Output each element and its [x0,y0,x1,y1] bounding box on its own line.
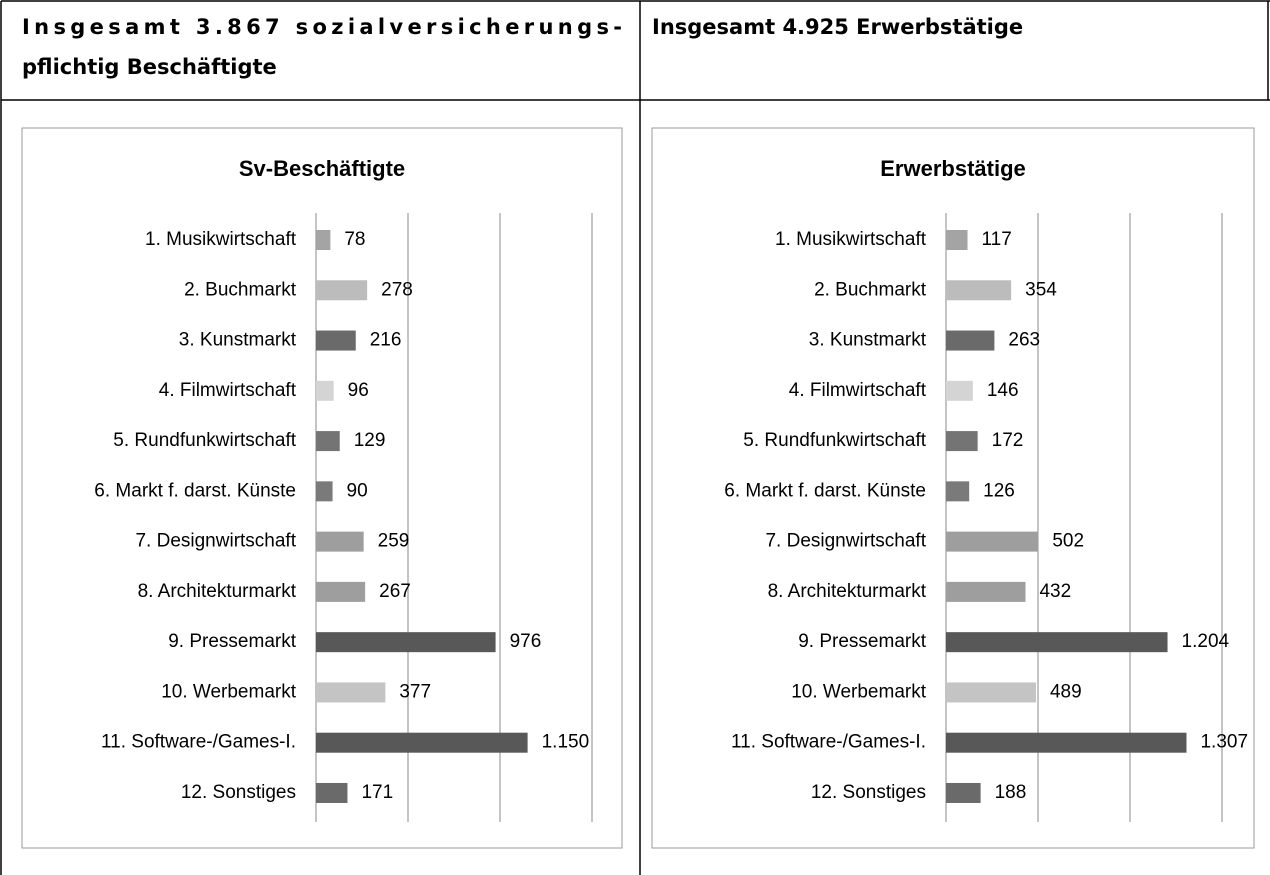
category-label: 12. Sonstiges [181,782,296,803]
bar [316,280,368,301]
bar [316,481,333,502]
value-label: 1.204 [1182,631,1230,652]
value-label: 188 [995,782,1027,803]
bar [316,380,334,401]
bar [946,732,1187,753]
value-label: 90 [347,480,368,501]
bar [316,632,496,653]
value-label: 976 [510,631,542,652]
value-label: 263 [1008,330,1040,351]
category-label: 3. Kunstmarkt [179,330,297,351]
bar [316,782,348,803]
chart-title: Sv-Beschäftigte [239,156,405,181]
value-label: 1.150 [542,732,590,753]
bar [946,682,1036,703]
category-label: 10. Werbemarkt [791,681,927,702]
category-label: 2. Buchmarkt [814,279,927,300]
category-label: 9. Pressemarkt [168,631,296,652]
chart-frame [21,127,623,849]
chart-title: Erwerbstätige [880,156,1026,181]
header-right-line: Insgesamt 4.925 Erwerbstätige [652,15,1023,39]
category-label: 9. Pressemarkt [798,631,926,652]
bar [316,230,331,250]
value-label: 502 [1052,531,1084,552]
category-label: 5. Rundfunkwirtschaft [113,430,296,451]
value-label: 432 [1039,581,1071,602]
category-label: 11. Software-/Games-I. [101,732,296,753]
header-left-line: Insgesamt 3.867 sozialversicherungs- [22,15,622,39]
value-label: 259 [378,531,410,552]
chart-frame [651,127,1255,849]
value-label: 267 [379,581,411,602]
bar [946,330,995,351]
category-label: 4. Filmwirtschaft [159,380,297,401]
bar [946,230,968,250]
value-label: 216 [370,330,402,351]
value-label: 377 [399,681,431,702]
bar [316,531,364,552]
value-label: 489 [1050,681,1082,702]
category-label: 8. Architekturmarkt [768,581,927,602]
bar [946,632,1168,653]
category-label: 10. Werbemarkt [161,681,297,702]
value-label: 117 [982,229,1012,250]
bar [946,280,1012,301]
category-label: 7. Designwirtschaft [765,531,926,552]
bar [946,531,1039,552]
header-left-line: pflichtig Beschäftigte [22,55,277,79]
bar [316,330,356,351]
value-label: 278 [381,279,413,300]
value-label: 1.307 [1200,732,1248,753]
category-label: 1. Musikwirtschaft [145,229,297,250]
category-label: 12. Sonstiges [811,782,926,803]
bar [316,581,366,602]
category-label: 2. Buchmarkt [184,279,297,300]
bar [946,782,981,803]
category-label: 5. Rundfunkwirtschaft [743,430,926,451]
category-label: 7. Designwirtschaft [135,531,296,552]
bar [946,581,1026,602]
value-label: 146 [987,380,1019,401]
category-label: 8. Architekturmarkt [138,581,297,602]
category-label: 6. Markt f. darst. Künste [724,480,926,501]
value-label: 78 [344,229,365,250]
value-label: 354 [1025,279,1057,300]
category-label: 11. Software-/Games-I. [731,732,926,753]
value-label: 126 [983,480,1015,501]
bar [946,481,970,502]
bar [946,380,973,401]
bar [946,431,978,452]
bar [316,732,528,753]
category-label: 6. Markt f. darst. Künste [94,480,296,501]
bar [316,431,340,452]
category-label: 4. Filmwirtschaft [789,380,927,401]
category-label: 3. Kunstmarkt [809,330,927,351]
value-label: 96 [348,380,369,401]
category-label: 1. Musikwirtschaft [775,229,927,250]
value-label: 129 [354,430,386,451]
bar [316,682,386,703]
value-label: 172 [992,430,1024,451]
value-label: 171 [361,782,393,803]
